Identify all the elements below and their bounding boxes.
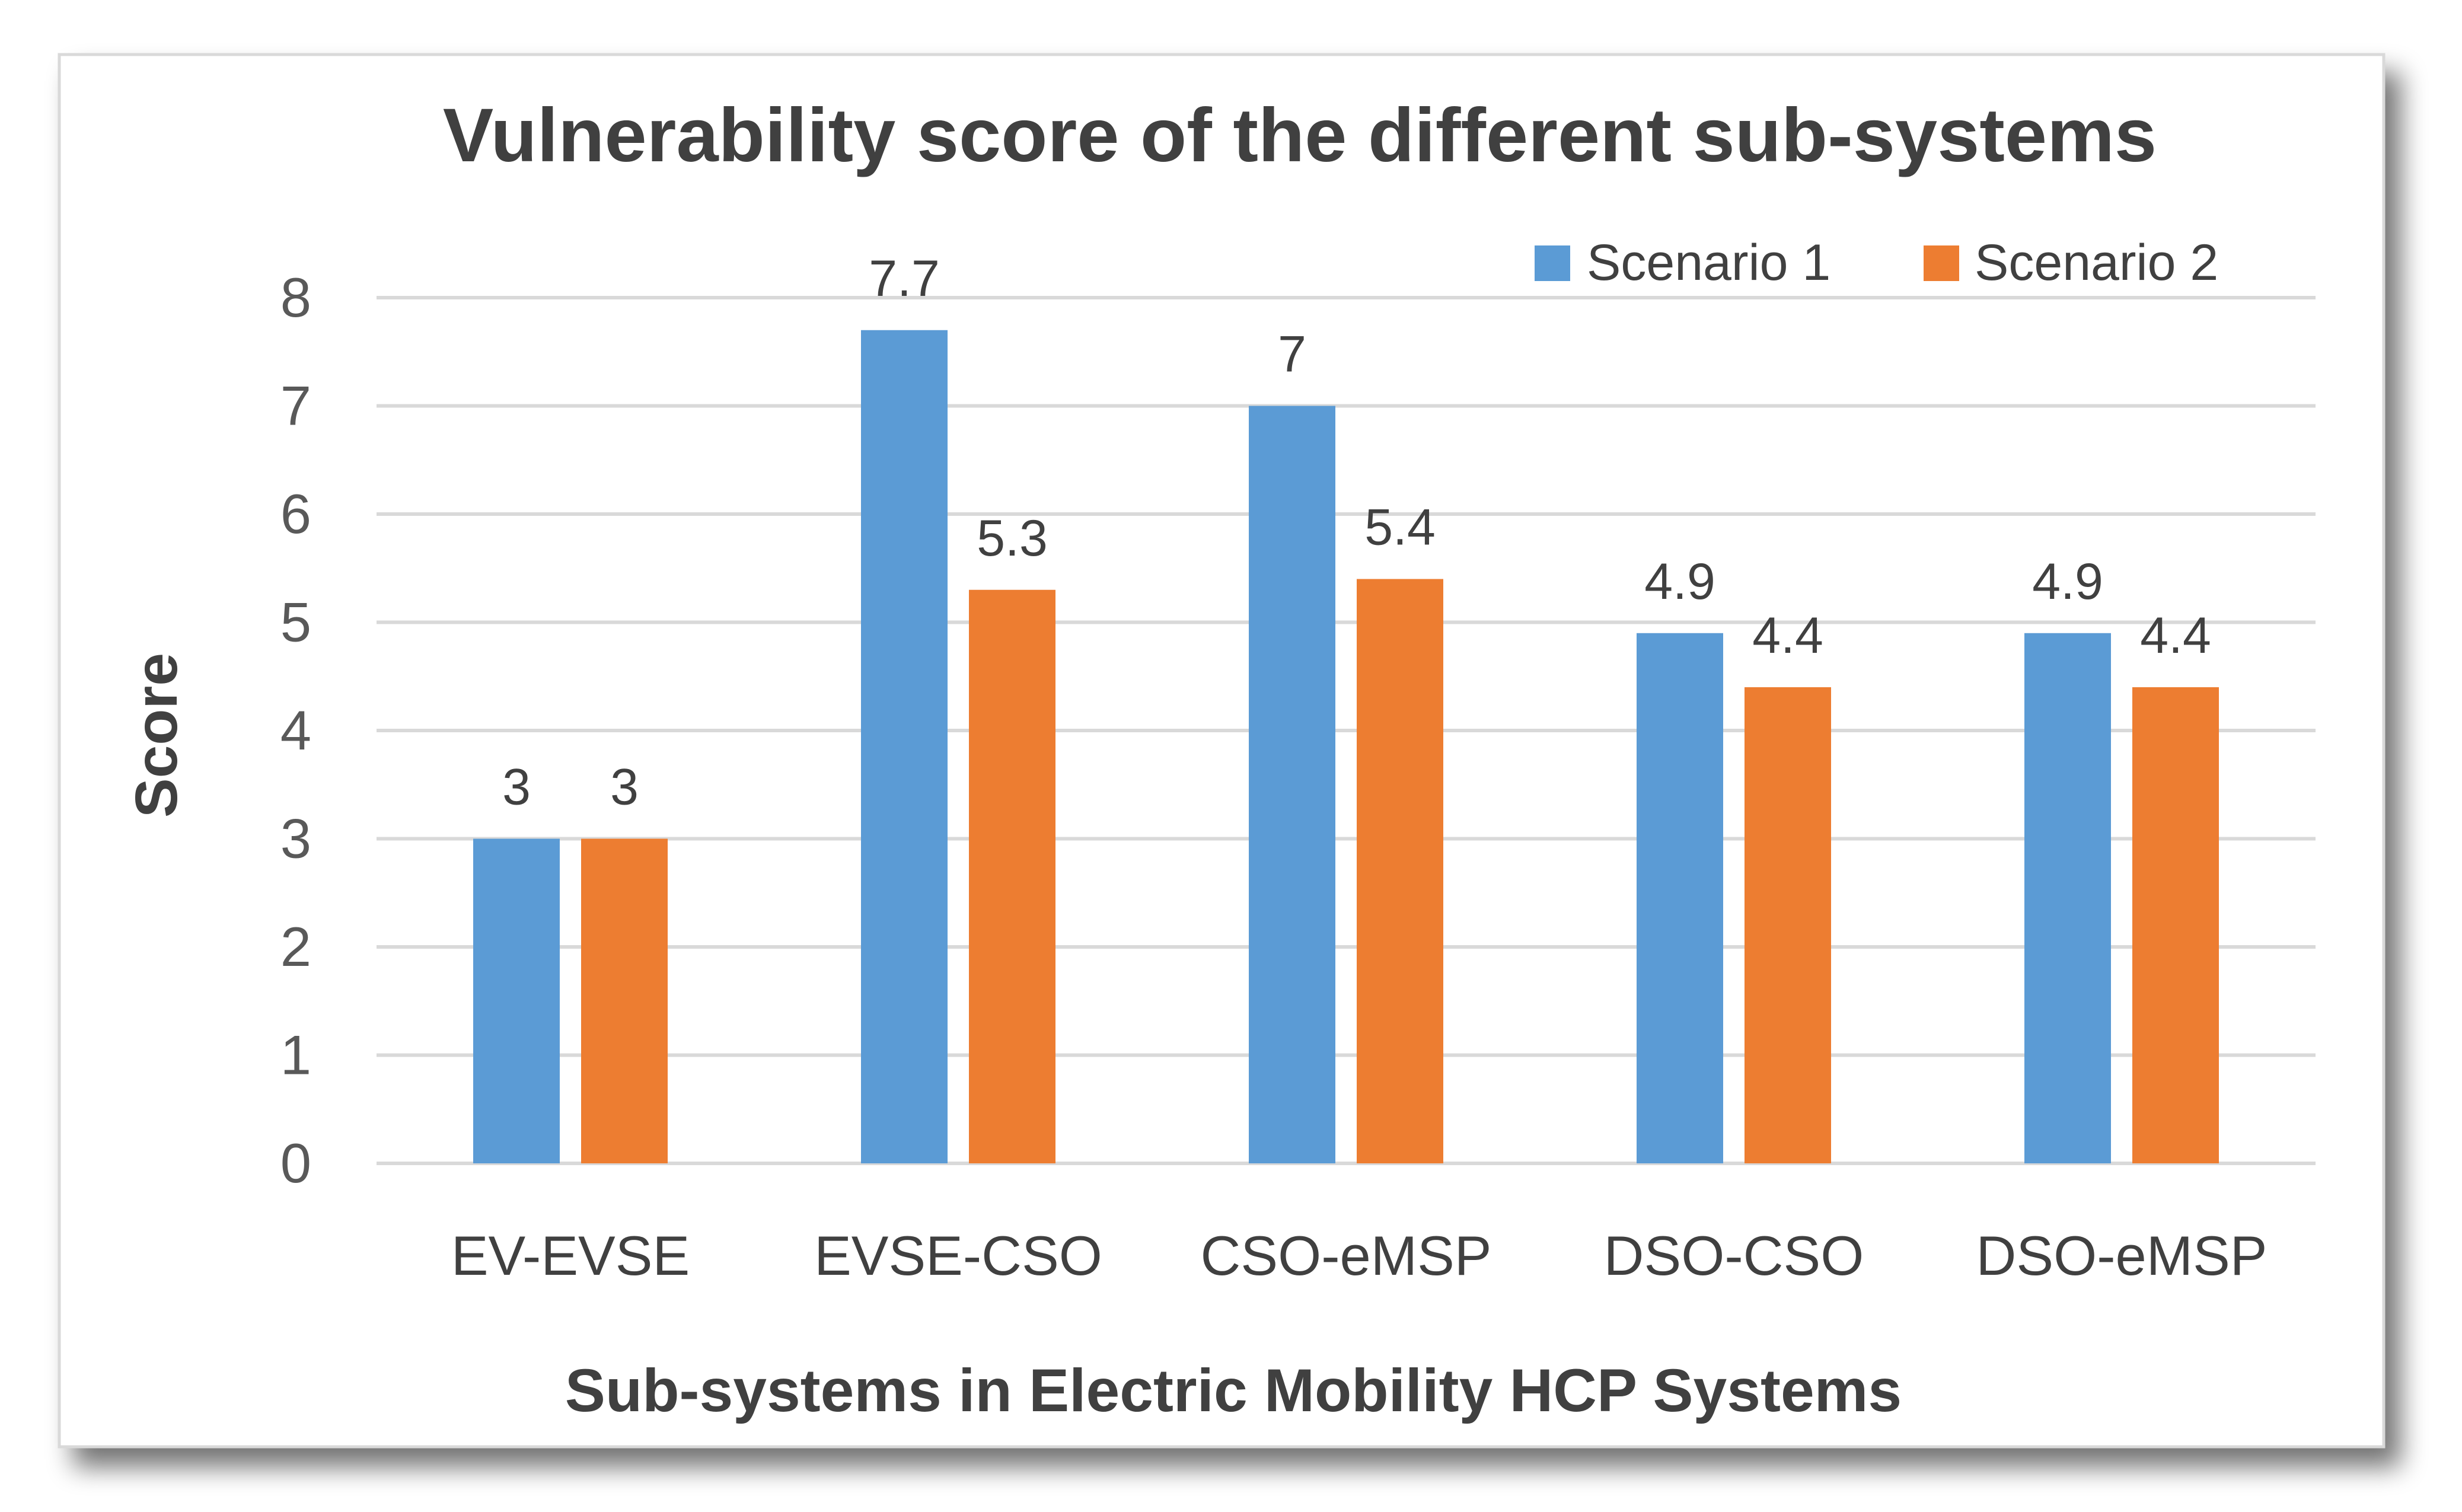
bar-scenario-1-ev-evse — [473, 838, 560, 1163]
y-tick-label: 4 — [280, 699, 311, 761]
legend-label-scenario-1: Scenario 1 — [1587, 234, 1830, 291]
y-tick-label: 0 — [280, 1132, 311, 1194]
data-label: 4.9 — [1644, 553, 1715, 610]
y-tick-label: 3 — [280, 808, 311, 870]
data-label: 4.4 — [1752, 607, 1823, 664]
data-label: 7.7 — [869, 250, 940, 307]
chart-card — [58, 53, 2386, 1449]
y-tick-label: 6 — [280, 483, 311, 545]
x-tick-label: DSO-CSO — [1604, 1224, 1864, 1287]
x-tick-label: EV-EVSE — [451, 1224, 690, 1287]
data-label: 5.4 — [1364, 499, 1436, 556]
bar-scenario-2-evse-cso — [969, 589, 1055, 1163]
y-axis-ticks: 0 1 2 3 4 5 6 7 8 — [280, 266, 311, 1194]
bar-scenario-1-dso-emsp — [2024, 633, 2111, 1163]
bar-scenario-2-ev-evse — [581, 838, 668, 1163]
data-label: 4.4 — [2140, 607, 2211, 664]
bars — [473, 330, 2219, 1163]
legend-swatch-scenario-2 — [1924, 245, 1959, 281]
legend-label-scenario-2: Scenario 2 — [1975, 234, 2218, 291]
y-tick-label: 1 — [280, 1024, 311, 1086]
bar-scenario-1-dso-cso — [1637, 633, 1723, 1163]
bar-scenario-1-cso-emsp — [1249, 406, 1335, 1163]
data-label: 3 — [502, 759, 531, 816]
gridlines — [377, 296, 2316, 1165]
y-tick-label: 8 — [280, 266, 311, 328]
x-axis-title: Sub-systems in Electric Mobility HCP Sys… — [565, 1357, 1902, 1424]
data-label: 4.9 — [2032, 553, 2103, 610]
y-axis-title: Score — [123, 653, 190, 818]
y-tick-label: 5 — [280, 591, 311, 653]
legend: Scenario 1 Scenario 2 — [1535, 234, 2218, 291]
y-tick-label: 7 — [280, 375, 311, 437]
bar-scenario-1-evse-cso — [861, 330, 948, 1163]
y-tick-label: 2 — [280, 916, 311, 978]
bar-scenario-2-cso-emsp — [1357, 579, 1443, 1163]
bar-scenario-2-dso-emsp — [2132, 687, 2219, 1163]
x-axis-ticks: EV-EVSE EVSE-CSO CSO-eMSP DSO-CSO DSO-eMSP — [451, 1224, 2268, 1287]
bar-scenario-2-dso-cso — [1745, 687, 1831, 1163]
chart-title: Vulnerability score of the different sub… — [443, 93, 2157, 178]
data-label: 7 — [1278, 326, 1306, 383]
data-label: 3 — [610, 759, 639, 816]
legend-swatch-scenario-1 — [1535, 245, 1570, 281]
x-tick-label: DSO-eMSP — [1976, 1224, 2268, 1287]
data-labels: 3 3 7.7 5.3 7 5.4 4.9 4.4 4.9 4.4 — [502, 250, 2211, 816]
x-tick-label: EVSE-CSO — [814, 1224, 1102, 1287]
data-label: 5.3 — [977, 510, 1048, 567]
x-tick-label: CSO-eMSP — [1201, 1224, 1492, 1287]
